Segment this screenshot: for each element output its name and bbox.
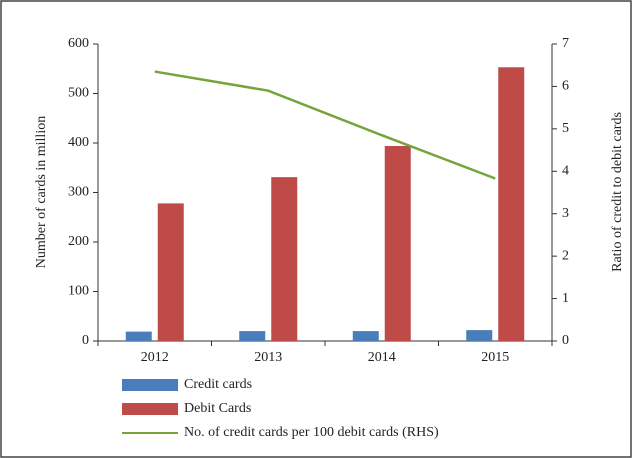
x-tick-label: 2015 <box>481 350 509 365</box>
y-tick-label: 400 <box>68 135 89 150</box>
y2-tick-label: 4 <box>562 164 569 179</box>
y2-tick-label: 7 <box>562 36 569 51</box>
bar <box>157 203 184 341</box>
y-tick-label: 600 <box>68 36 89 51</box>
y-tick-label: 300 <box>68 185 89 200</box>
x-tick-label: 2012 <box>141 350 169 365</box>
line <box>154 70 496 180</box>
y-tick-label: 100 <box>68 284 89 299</box>
legend-label: Credit cards <box>184 377 252 392</box>
legend-label: No. of credit cards per 100 debit cards … <box>184 425 439 440</box>
bar <box>271 177 298 341</box>
y2-axis-label: Ratio of credit to debit cards <box>610 112 625 272</box>
legend-label: Debit Cards <box>184 401 251 416</box>
bar <box>125 331 152 341</box>
bar <box>352 331 379 341</box>
bar <box>384 145 411 341</box>
legend-swatch <box>122 403 178 415</box>
x-tick-label: 2013 <box>254 350 282 365</box>
bar <box>498 67 525 341</box>
y2-tick-label: 6 <box>562 79 569 94</box>
y-tick-label: 200 <box>68 234 89 249</box>
y2-tick-label: 1 <box>562 291 569 306</box>
y-axis-label: Number of cards in million <box>34 116 49 268</box>
legend-swatch <box>122 379 178 391</box>
y2-tick-label: 5 <box>562 121 569 136</box>
y-tick-label: 0 <box>82 333 89 348</box>
bar <box>466 330 493 341</box>
y2-tick-label: 2 <box>562 248 569 263</box>
bar <box>239 331 266 341</box>
x-tick-label: 2014 <box>368 350 396 365</box>
y2-tick-label: 3 <box>562 206 569 221</box>
y-tick-label: 500 <box>68 86 89 101</box>
y2-tick-label: 0 <box>562 333 569 348</box>
